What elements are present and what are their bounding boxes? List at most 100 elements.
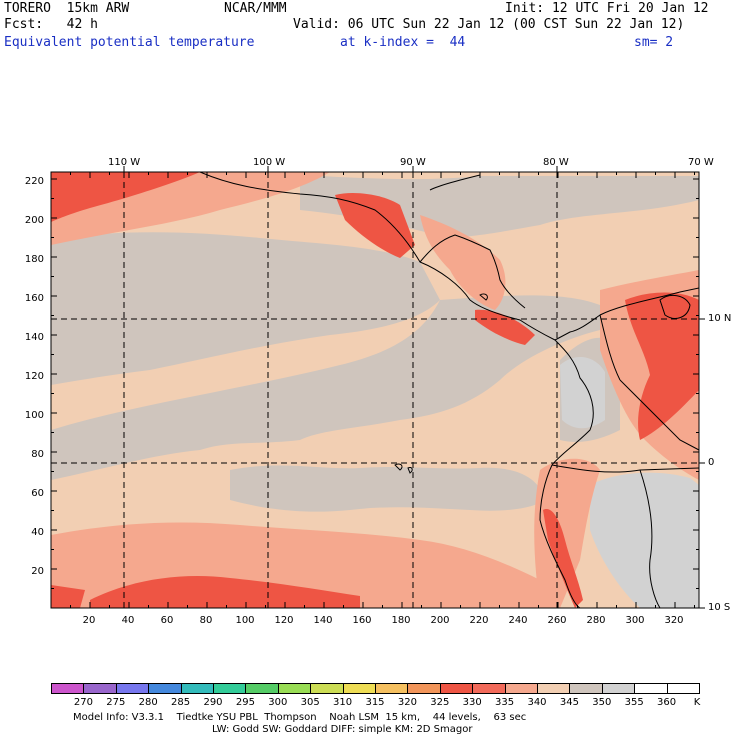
coastlines — [199, 172, 699, 608]
field-warm-south-core — [90, 576, 360, 608]
colorbar-swatch — [439, 683, 474, 694]
grid-y-label: 120 — [24, 371, 44, 382]
lon-label-70w: 70 W — [688, 157, 714, 168]
colorbar-label: 310 — [333, 697, 353, 708]
colorbar-label: 275 — [106, 697, 126, 708]
grid-y-label: 20 — [31, 566, 44, 577]
colorbar-swatch — [569, 683, 603, 694]
field-warm-costa-rica — [475, 309, 535, 345]
colorbar-swatch — [148, 683, 182, 694]
field-band-345-south — [230, 465, 545, 512]
colorbar-label: 300 — [268, 697, 288, 708]
colorbar-swatch — [601, 683, 636, 694]
colorbar-swatch — [375, 683, 409, 694]
grid-y-label: 180 — [24, 254, 44, 265]
colorbar-label: 335 — [495, 697, 515, 708]
colorbar-label: 355 — [624, 697, 644, 708]
field-band-350-north — [560, 356, 605, 429]
grid-y-label: 40 — [31, 527, 44, 538]
grid-x-label: 140 — [313, 615, 333, 626]
field-warm-nw-core — [51, 172, 200, 222]
grid-y-label: 160 — [24, 293, 44, 304]
grid-y-label: 140 — [24, 332, 44, 343]
model-info-line1: Model Info: V3.3.1 Tiedtke YSU PBL Thomp… — [73, 712, 527, 723]
field-name: Equivalent potential temperature — [4, 35, 255, 50]
lat-label-10n: 10 N — [708, 313, 732, 324]
grid-x-label: 60 — [160, 615, 174, 626]
colorbar-swatch — [407, 683, 441, 694]
field-band-345-north — [51, 232, 440, 385]
colorbar-label: 340 — [527, 697, 547, 708]
smoothing-label: sm= 2 — [634, 35, 674, 50]
grid-x-label: 220 — [469, 615, 489, 626]
field-warm-mexico — [335, 193, 415, 258]
lon-label-110w: 110 W — [108, 157, 141, 168]
grid-x-label: 300 — [625, 615, 645, 626]
colorbar-label: 270 — [73, 697, 93, 708]
colorbar-label: 285 — [171, 697, 191, 708]
colorbar-label: 320 — [397, 697, 417, 708]
colorbar-swatch — [277, 683, 312, 694]
lon-label-100w: 100 W — [253, 157, 286, 168]
colorbar-label: 330 — [462, 697, 482, 708]
grid-x-label: 100 — [235, 615, 255, 626]
colorbar-swatch — [504, 683, 538, 694]
init-time: Init: 12 UTC Fri 20 Jan 12 — [505, 1, 709, 16]
colorbar-label: 305 — [300, 697, 320, 708]
field-warm-south-edge — [51, 585, 85, 608]
grid-y-label: 80 — [31, 449, 44, 460]
colorbar-unit: K — [693, 697, 701, 708]
colorbar-swatch — [634, 683, 668, 694]
colorbar-label: 360 — [657, 697, 677, 708]
colorbar-swatch — [472, 683, 506, 694]
axis-ticks — [50, 166, 705, 609]
center-name: NCAR/MMM — [224, 1, 287, 16]
grid-x-label: 320 — [664, 615, 684, 626]
map-frame — [50, 171, 700, 609]
grid-x-label: 240 — [508, 615, 528, 626]
colorbar-swatch — [213, 683, 247, 694]
grid-x-label: 180 — [391, 615, 411, 626]
model-info-line2: LW: Godd SW: Goddard DIFF: simple KM: 2D… — [212, 724, 473, 735]
colorbar-label: 350 — [592, 697, 612, 708]
colorbar-swatch — [51, 683, 85, 694]
grid-x-label: 40 — [121, 615, 135, 626]
colorbar-swatch — [310, 683, 344, 694]
field-warm-peru-core — [543, 509, 583, 608]
forecast-hour: Fcst: 42 h — [4, 17, 98, 32]
colorbar-label: 290 — [203, 697, 223, 708]
colorbar-label: 345 — [559, 697, 579, 708]
colorbar-label: 295 — [235, 697, 255, 708]
model-title: TORERO 15km ARW — [4, 1, 130, 16]
level-label: at k-index = 44 — [340, 35, 466, 50]
colorbar-label: 315 — [365, 697, 385, 708]
colorbar-label: 280 — [138, 697, 158, 708]
colorbar-swatch — [537, 683, 571, 694]
field-warm-peru-coast — [534, 458, 600, 608]
field-warm-central-america — [420, 215, 506, 310]
lon-label-80w: 80 W — [543, 157, 569, 168]
grid-x-label: 80 — [199, 615, 213, 626]
field-band-345-east — [51, 295, 600, 480]
colorbar-label: 325 — [430, 697, 450, 708]
colorbar-swatch — [245, 683, 279, 694]
lat-label-0: 0 — [708, 457, 715, 468]
grid-x-label: 280 — [586, 615, 606, 626]
grid-x-label: 260 — [547, 615, 567, 626]
colorbar-swatch — [666, 683, 700, 694]
colorbar-swatch — [180, 683, 214, 694]
grid-x-label: 160 — [352, 615, 372, 626]
grid-y-label: 220 — [24, 176, 44, 187]
grid-x-label: 200 — [430, 615, 450, 626]
colorbar-swatch — [83, 683, 117, 694]
grid-x-label: 20 — [82, 615, 96, 626]
colorbar-swatch — [115, 683, 150, 694]
grid-y-label: 200 — [24, 215, 44, 226]
lat-label-10s: 10 S — [708, 602, 731, 613]
valid-time: Valid: 06 UTC Sun 22 Jan 12 (00 CST Sun … — [293, 17, 685, 32]
colorbar-swatch — [342, 683, 376, 694]
grid-y-label: 60 — [31, 488, 44, 499]
grid-x-label: 120 — [274, 615, 294, 626]
graticule — [51, 172, 699, 608]
